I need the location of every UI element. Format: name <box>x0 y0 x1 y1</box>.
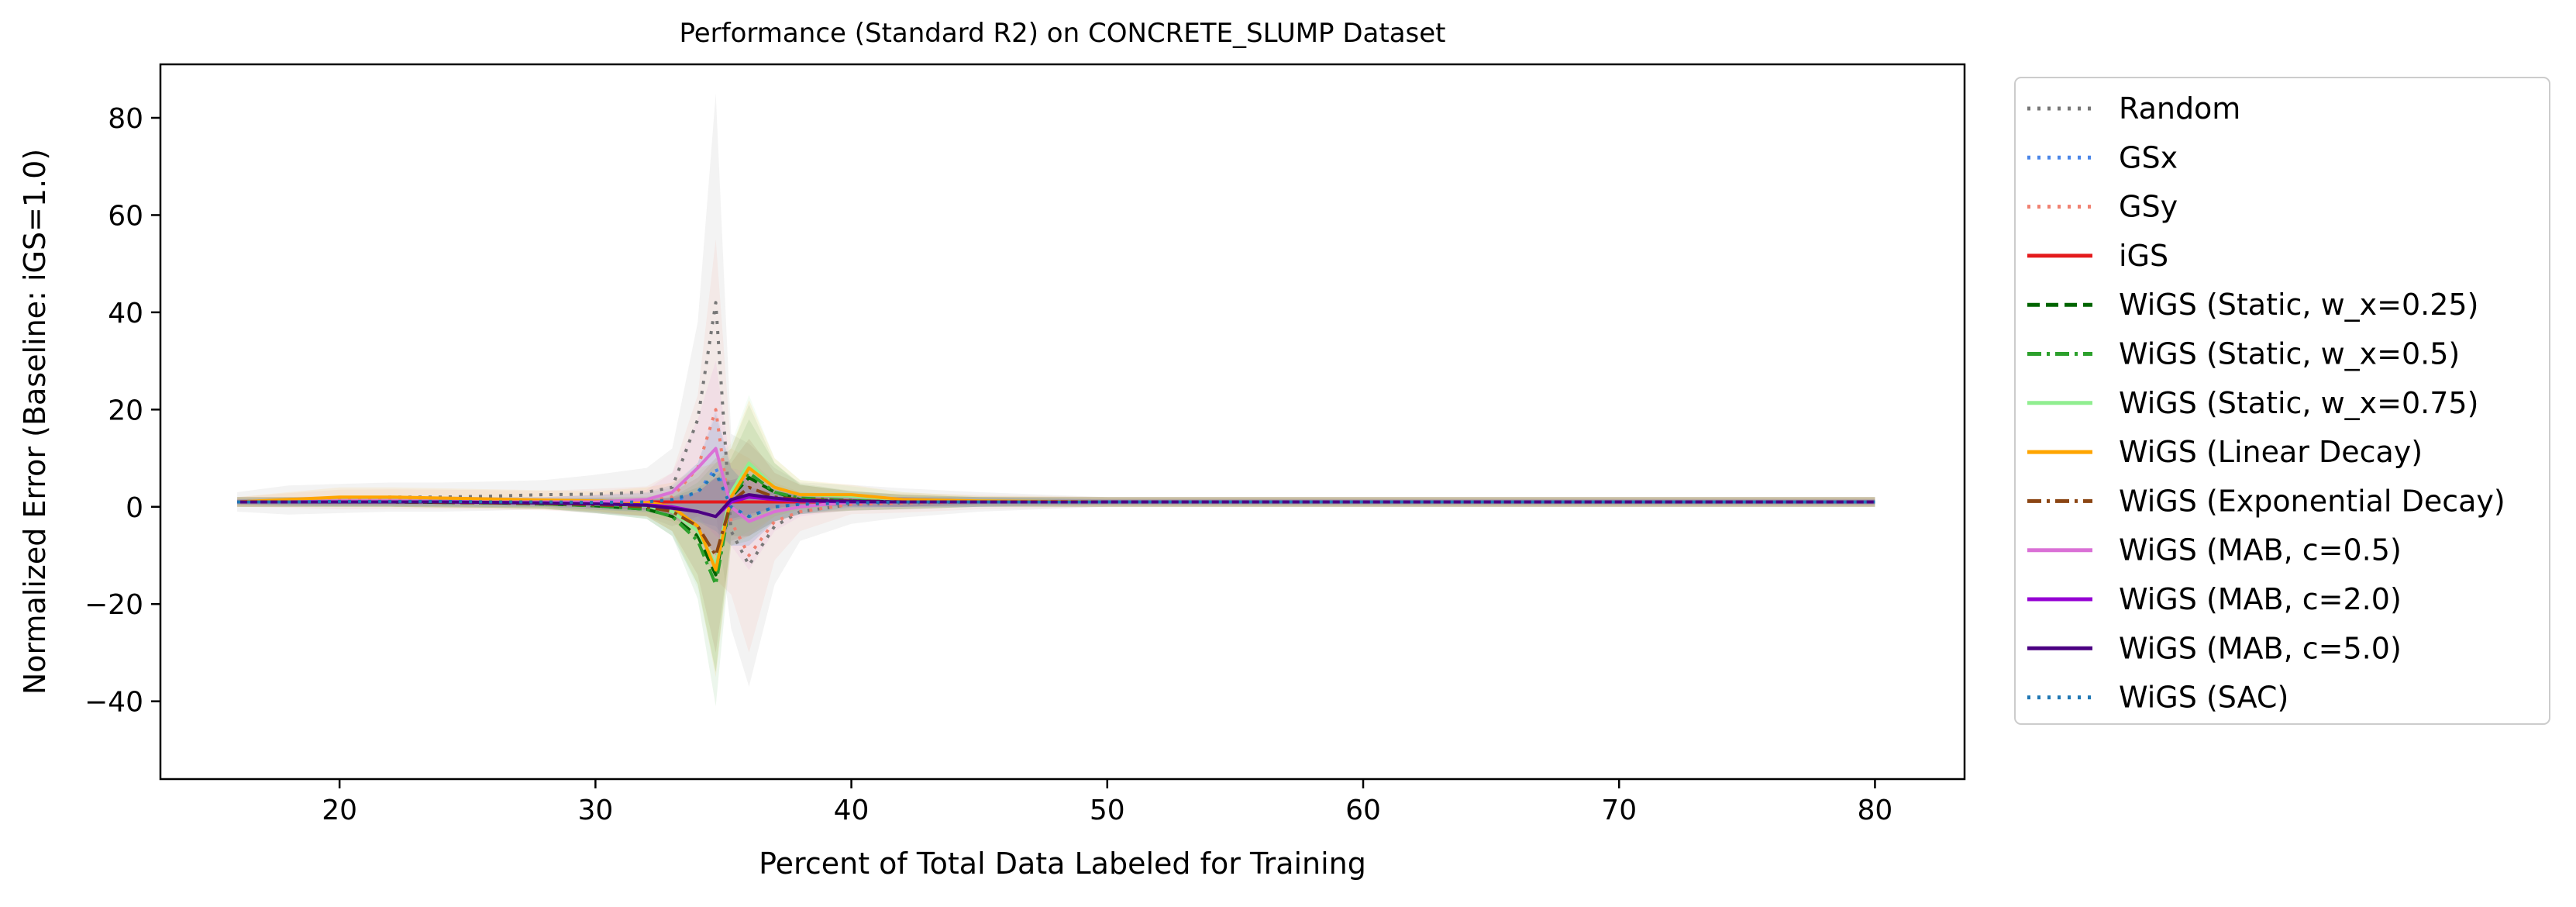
legend-label-5: WiGS (Static, w_x=0.5) <box>2119 337 2460 371</box>
series-band-4 <box>237 419 1875 672</box>
y-tick-label: 60 <box>108 200 143 232</box>
legend-label-1: GSx <box>2119 140 2178 174</box>
x-tick-label: 80 <box>1858 795 1893 826</box>
legend-label-0: Random <box>2119 91 2240 126</box>
x-axis-label: Percent of Total Data Labeled for Traini… <box>759 847 1366 881</box>
legend-label-3: iGS <box>2119 239 2168 273</box>
x-tick-label: 20 <box>322 795 357 826</box>
series-line-12 <box>237 471 1875 519</box>
legend-label-9: WiGS (MAB, c=0.5) <box>2119 533 2402 567</box>
legend-label-2: GSy <box>2119 190 2178 224</box>
y-tick-label: 80 <box>108 103 143 135</box>
x-tick-label: 60 <box>1345 795 1381 826</box>
x-tick-label: 70 <box>1601 795 1637 826</box>
y-axis-ticks: −40 −20 0 20 40 60 80 <box>84 103 160 719</box>
series-band-9 <box>237 360 1875 571</box>
y-tick-label: −20 <box>84 589 143 621</box>
legend-label-8: WiGS (Exponential Decay) <box>2119 484 2505 518</box>
legend-label-12: WiGS (SAC) <box>2119 681 2288 715</box>
y-tick-label: −40 <box>84 687 143 719</box>
x-tick-label: 30 <box>577 795 613 826</box>
y-tick-label: 20 <box>108 395 143 426</box>
x-tick-label: 50 <box>1090 795 1125 826</box>
series-band-0 <box>237 93 1875 687</box>
legend-label-11: WiGS (MAB, c=5.0) <box>2119 631 2402 665</box>
series-line-0 <box>237 301 1875 567</box>
y-tick-label: 0 <box>126 492 143 524</box>
legend-label-4: WiGS (Static, w_x=0.25) <box>2119 288 2478 322</box>
legend-label-10: WiGS (MAB, c=2.0) <box>2119 582 2402 616</box>
series-band-12 <box>237 414 1875 546</box>
legend-frame <box>2014 77 2550 725</box>
x-axis-ticks: 20 30 40 50 60 70 80 <box>322 779 1892 826</box>
y-axis-label: Normalized Error (Baseline: iGS=1.0) <box>18 149 52 695</box>
chart-title: Performance (Standard R2) on CONCRETE_SL… <box>679 18 1445 49</box>
series-band-2 <box>237 239 1875 653</box>
legend-label-7: WiGS (Linear Decay) <box>2119 435 2423 469</box>
x-tick-label: 40 <box>834 795 870 826</box>
series-band-8 <box>237 439 1875 653</box>
series-band-5 <box>237 405 1875 706</box>
series-line-6 <box>237 461 1875 567</box>
legend-label-6: WiGS (Static, w_x=0.75) <box>2119 386 2478 420</box>
legend: Random GSx GSy iGS WiGS (Static, w_x=0.25) Wi… <box>2014 77 2550 725</box>
plot-frame <box>159 63 1966 781</box>
series-band-6 <box>237 395 1875 672</box>
plot-bands <box>237 93 1875 706</box>
plot-lines <box>237 301 1875 587</box>
y-tick-label: 40 <box>108 298 143 329</box>
series-band-1 <box>237 409 1875 546</box>
series-band-7 <box>237 399 1875 678</box>
